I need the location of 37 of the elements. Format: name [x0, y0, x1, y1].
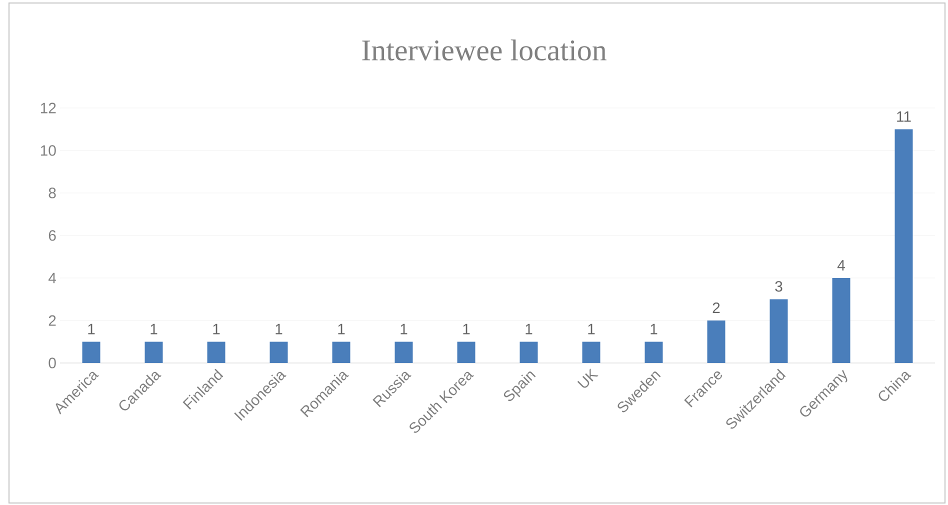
data-label: 1	[650, 324, 658, 334]
y-tick-label: 10	[40, 145, 56, 156]
data-label: 4	[837, 260, 845, 270]
y-tick-label: 8	[48, 188, 56, 198]
y-tick-label: 0	[48, 358, 56, 368]
bar	[144, 342, 163, 363]
bar	[707, 320, 726, 363]
bar	[894, 129, 913, 363]
data-label: 2	[712, 302, 720, 313]
bar	[82, 342, 100, 363]
data-label: 11	[897, 111, 911, 122]
bar	[832, 278, 850, 363]
bar	[520, 342, 538, 363]
data-label: 1	[88, 324, 95, 334]
bar	[394, 342, 413, 363]
y-tick-label: 12	[40, 102, 56, 114]
y-tick-label: 6	[48, 230, 56, 241]
bar	[207, 342, 226, 363]
data-label: 1	[213, 324, 220, 334]
bar	[644, 342, 663, 363]
y-tick-label: 2	[48, 315, 56, 326]
data-label: 1	[588, 324, 595, 334]
bar	[270, 342, 288, 363]
bar	[582, 342, 600, 363]
data-label: 1	[150, 324, 158, 334]
bar	[457, 342, 476, 363]
bar	[332, 342, 350, 363]
data-label: 1	[276, 324, 282, 334]
data-label: 1	[400, 324, 408, 334]
chart-title: Interviewee location	[362, 39, 606, 61]
data-label: 3	[775, 281, 782, 292]
x-tick-label: UK	[577, 368, 598, 388]
data-label: 1	[338, 324, 345, 334]
y-tick-label: 4	[48, 272, 56, 284]
data-label: 1	[526, 324, 532, 334]
bar	[770, 299, 788, 363]
data-label: 1	[463, 324, 470, 334]
